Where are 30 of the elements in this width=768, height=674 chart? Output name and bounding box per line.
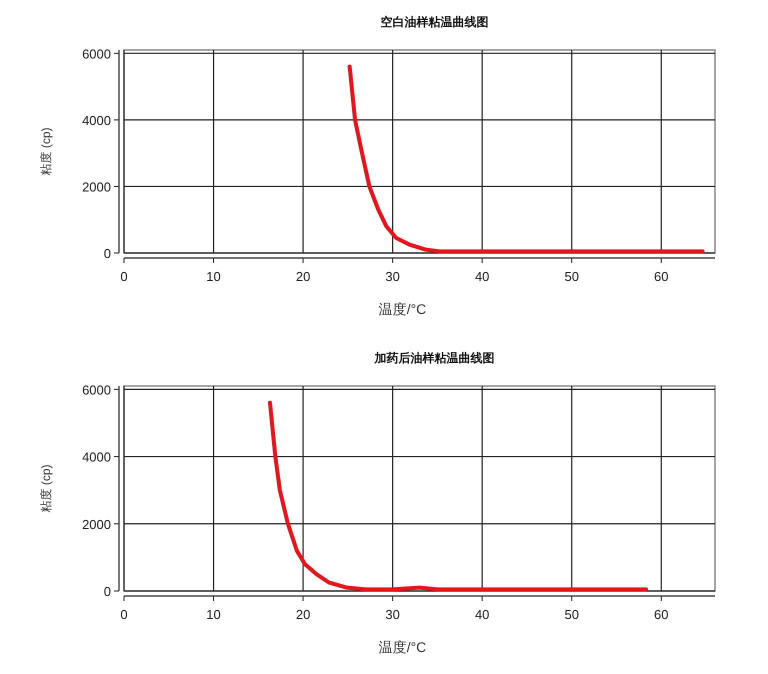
x-axis-title: 温度/°C (378, 301, 426, 317)
y-tick-label: 4000 (82, 112, 111, 128)
x-tick-label: 30 (385, 269, 400, 284)
x-tick-label: 0 (120, 607, 128, 622)
y-tick-label: 0 (104, 584, 111, 599)
y-tick-label: 6000 (82, 382, 111, 398)
x-tick-label: 50 (564, 607, 579, 622)
x-tick-label: 60 (654, 607, 669, 622)
y-axis-title: 粘度 (cp) (39, 127, 53, 176)
x-tick-label: 40 (474, 269, 490, 284)
x-tick-label: 30 (385, 607, 400, 622)
x-tick-label: 50 (564, 269, 579, 284)
x-tick-label: 20 (296, 607, 310, 622)
line-series (268, 400, 648, 592)
x-tick-label: 10 (206, 607, 221, 622)
y-tick-label: 4000 (82, 450, 111, 465)
x-tick-label: 40 (474, 607, 490, 622)
x-axis-title: 温度/°C (378, 639, 426, 655)
y-axis-title: 粘度 (cp) (39, 464, 53, 512)
x-tick-label: 20 (296, 269, 310, 284)
y-tick-label: 6000 (82, 46, 111, 62)
x-tick-label: 0 (120, 269, 128, 284)
chart-title: 空白油样粘温曲线图 (380, 15, 488, 29)
line-series (348, 64, 704, 254)
x-tick-label: 10 (206, 269, 221, 284)
y-tick-label: 0 (104, 246, 111, 261)
x-tick-label: 60 (654, 269, 669, 284)
chart-title: 加药后油样粘温曲线图 (374, 351, 494, 365)
y-tick-label: 2000 (82, 516, 111, 532)
y-tick-label: 2000 (82, 179, 111, 194)
